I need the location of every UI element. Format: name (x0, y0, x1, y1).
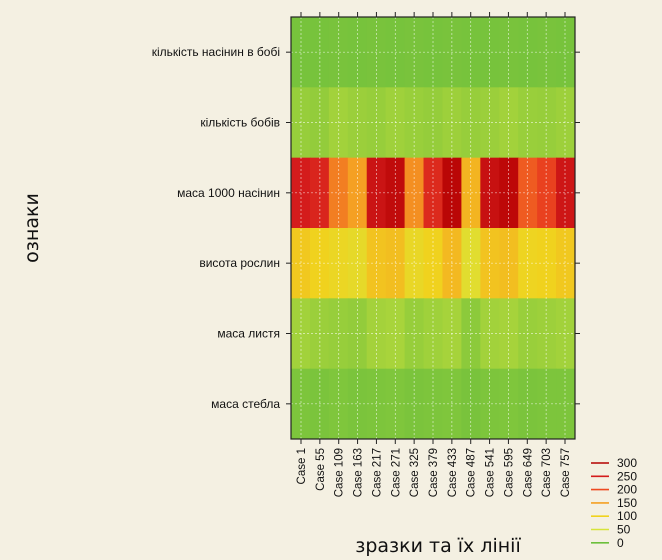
heatmap-cell (328, 368, 349, 439)
heatmap-cell (480, 228, 500, 299)
heatmap-cells (291, 17, 575, 439)
x-tick-label: Case 595 (503, 448, 515, 497)
heatmap-cell (423, 228, 444, 299)
heatmap-cell (423, 17, 444, 88)
x-tick-label: Case 55 (315, 448, 327, 491)
y-tick-label: маса 1000 насінин (177, 186, 280, 200)
heatmap-cell (537, 228, 557, 299)
heatmap-cell (480, 368, 500, 439)
x-tick-label: Case 433 (447, 448, 459, 497)
x-tick-label: Case 1 (296, 448, 308, 484)
heatmap-cell (556, 157, 575, 229)
heatmap-cell (328, 228, 349, 299)
y-tick-label: висота рослин (199, 256, 280, 270)
heatmap-cell (404, 228, 425, 299)
heatmap-cell (499, 87, 519, 159)
x-axis: Case 1 Case 55 Case 109 Case 163 Case 217 Cas… (296, 12, 572, 497)
heatmap-cell (480, 87, 500, 159)
heatmap-cell (480, 157, 500, 229)
x-tick-label: Case 541 (485, 448, 497, 497)
y-tick-label: кількість насінин в бобі (152, 45, 280, 59)
heatmap-cell (556, 298, 575, 370)
x-tick-label: Case 163 (353, 448, 365, 497)
heatmap-cell (537, 87, 557, 159)
heatmap-cell (556, 17, 575, 88)
legend-label: 200 (617, 483, 637, 497)
y-tick-label: маса стебла (211, 397, 280, 411)
heatmap-cell (480, 17, 500, 88)
heatmap-cell (347, 228, 368, 299)
x-axis-title: зразки та їх лінії (355, 535, 521, 557)
heatmap-cell (328, 17, 349, 88)
x-tick-label: Case 109 (334, 448, 346, 497)
y-axis: кількість насінин в бобі кількість бобів м… (152, 45, 580, 411)
y-tick-label: маса листя (217, 327, 280, 341)
heatmap-cell (537, 157, 557, 229)
heatmap-cell (499, 368, 519, 439)
heatmap-cell (499, 157, 519, 229)
gridlines (291, 17, 575, 439)
x-tick-label: Case 757 (560, 448, 572, 497)
heatmap-cell (499, 228, 519, 299)
x-tick-label: Case 325 (409, 448, 421, 497)
heatmap-cell (480, 298, 500, 370)
heatmap-cell (423, 368, 444, 439)
heatmap-cell (537, 298, 557, 370)
legend-label: 250 (617, 469, 637, 483)
heatmap-cell (556, 368, 575, 439)
heatmap-cell (499, 17, 519, 88)
legend-label: 0 (617, 536, 624, 550)
x-tick-label: Case 271 (390, 448, 402, 497)
legend-label: 50 (617, 523, 631, 537)
y-axis-title: ознаки (21, 193, 43, 263)
heatmap-cell (347, 368, 368, 439)
heatmap-cell (347, 17, 368, 88)
heatmap-cell (499, 298, 519, 370)
legend-label: 300 (617, 456, 637, 470)
heatmap-cell (404, 17, 425, 88)
x-tick-label: Case 649 (522, 448, 534, 497)
heatmap-cell (537, 368, 557, 439)
x-tick-label: Case 217 (371, 448, 383, 497)
heatmap-cell (556, 87, 575, 159)
heatmap-cell (556, 228, 575, 299)
y-tick-label: кількість бобів (200, 116, 280, 130)
legend-label: 150 (617, 496, 637, 510)
x-tick-label: Case 379 (428, 448, 440, 497)
legend-label: 100 (617, 509, 637, 523)
heatmap-cell (404, 368, 425, 439)
x-tick-label: Case 703 (541, 448, 553, 497)
heatmap-cell (537, 17, 557, 88)
x-tick-label: Case 487 (466, 448, 478, 497)
